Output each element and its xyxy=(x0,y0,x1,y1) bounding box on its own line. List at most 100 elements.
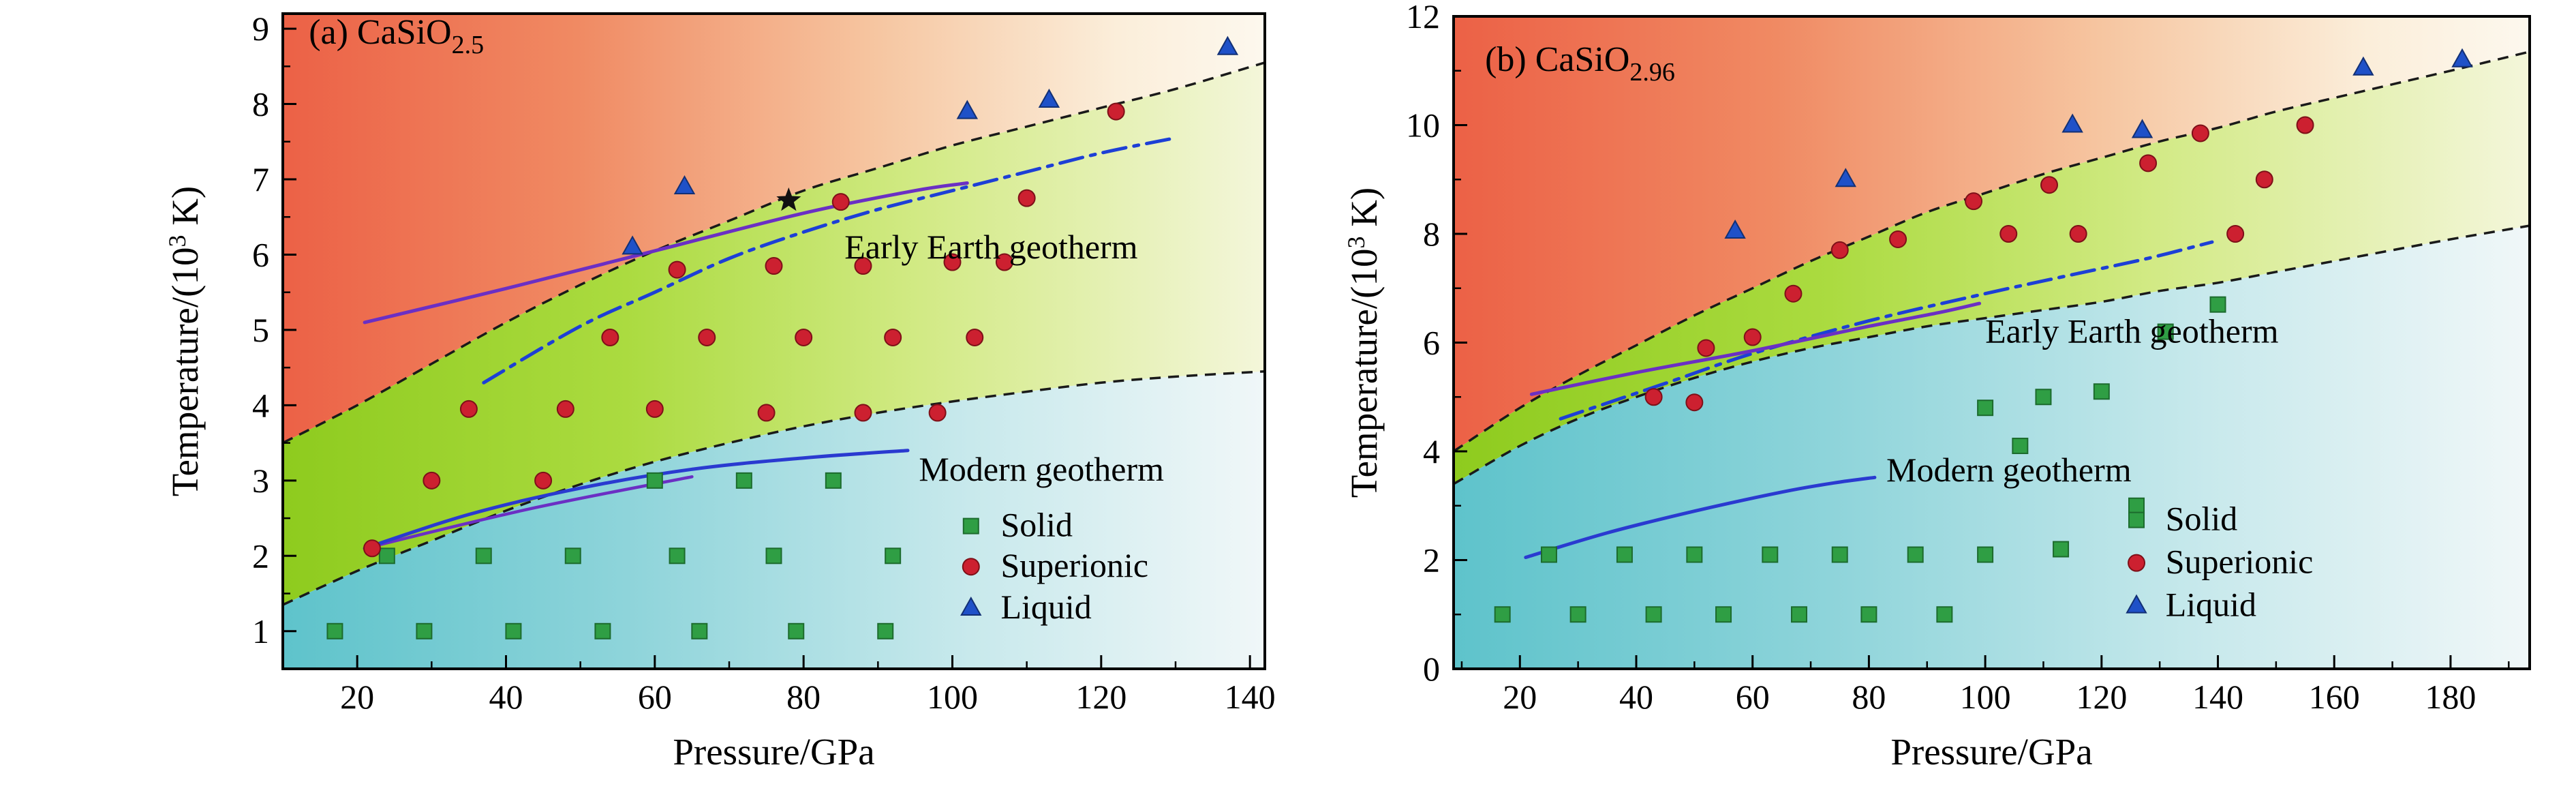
modern-geotherm-label: Modern geotherm xyxy=(1886,451,2132,489)
purple-upper-line xyxy=(363,181,969,325)
y-tick-label: 10 xyxy=(1406,106,1440,145)
marker-solid xyxy=(2053,541,2070,558)
purple-upper-line xyxy=(1529,301,1982,396)
solid-region xyxy=(1454,226,2530,669)
marker-solid xyxy=(825,472,842,489)
legend-label: Liquid xyxy=(2166,586,2256,624)
marker-liquid xyxy=(2061,113,2083,133)
marker-solid xyxy=(475,547,492,565)
marker-solid xyxy=(691,622,708,640)
x-tick-label: 160 xyxy=(2309,678,2360,716)
y-tick-label: 7 xyxy=(252,160,269,198)
legend-marker-solid xyxy=(2128,511,2145,528)
x-tick-label: 120 xyxy=(2076,678,2127,716)
marker-superionic xyxy=(995,253,1013,271)
marker-solid xyxy=(669,547,686,565)
marker-superionic xyxy=(854,257,872,275)
legend-marker-superionic xyxy=(2128,554,2146,572)
marker-liquid xyxy=(956,100,979,119)
marker-superionic xyxy=(831,193,850,211)
marker-liquid xyxy=(1216,35,1239,55)
marker-superionic xyxy=(1644,388,1663,406)
y-tick-label: 2 xyxy=(252,537,269,575)
marker-superionic xyxy=(1965,192,1983,211)
marker-solid xyxy=(2157,323,2174,340)
series-superionic xyxy=(1644,116,2314,412)
y-axis-title: Temperature/(103 K) xyxy=(1343,187,1385,498)
modern-geotherm-line xyxy=(1524,475,1877,559)
y-tick-label: 5 xyxy=(252,311,269,349)
marker-solid xyxy=(788,622,805,640)
y-tick-label: 4 xyxy=(1423,432,1440,470)
modern-geotherm-label: Modern geotherm xyxy=(919,450,1164,488)
marker-liquid xyxy=(2451,48,2473,67)
marker-superionic xyxy=(2255,170,2273,189)
marker-liquid xyxy=(2352,56,2374,76)
marker-superionic xyxy=(1889,230,1907,248)
marker-solid xyxy=(1790,606,1807,623)
marker-superionic xyxy=(2139,154,2158,172)
marker-superionic xyxy=(668,260,686,279)
liquid-region xyxy=(1454,16,2530,451)
marker-solid xyxy=(1831,546,1848,563)
marker-solid xyxy=(2128,497,2145,514)
marker-liquid xyxy=(673,175,696,195)
series-solid xyxy=(1494,296,2226,623)
y-tick-label: 9 xyxy=(252,10,269,48)
marker-solid xyxy=(1645,606,1662,623)
marker-superionic xyxy=(1743,328,1762,346)
marker-superionic xyxy=(1830,241,1849,259)
marker-solid xyxy=(1977,400,1994,417)
marker-superionic xyxy=(765,257,783,275)
plot-frame xyxy=(281,12,1266,670)
marker-superionic xyxy=(928,404,947,422)
x-tick-label: 80 xyxy=(786,678,821,716)
marker-solid xyxy=(1715,606,1732,623)
marker-superionic xyxy=(2069,225,2087,243)
legend-marker-liquid xyxy=(2126,594,2147,614)
x-tick-label: 80 xyxy=(1852,678,1886,716)
early-earth-geotherm-line xyxy=(1559,240,2214,421)
modern-geotherm-line xyxy=(363,449,910,550)
panel-b: 20 40 60 80 100 120 140 160 180 0 2 4 6 8 10 12 Pressure… xyxy=(1343,0,2531,772)
marker-superionic xyxy=(363,539,381,558)
marker-superionic xyxy=(1697,339,1715,357)
marker-solid xyxy=(1686,546,1703,563)
marker-superionic xyxy=(854,404,872,422)
y-tick-label: 12 xyxy=(1406,0,1440,35)
marker-superionic xyxy=(943,253,962,271)
marker-solid xyxy=(2012,438,2029,455)
marker-solid xyxy=(1762,546,1779,563)
marker-superionic xyxy=(534,471,553,490)
marker-superionic xyxy=(757,404,776,422)
x-tick-label: 100 xyxy=(1960,678,2011,716)
early-earth-geotherm-label: Early Earth geotherm xyxy=(1985,312,2278,350)
marker-solid xyxy=(2035,389,2052,406)
star-marker xyxy=(776,187,801,211)
marker-superionic xyxy=(1685,393,1704,412)
legend-label: Solid xyxy=(2166,500,2238,538)
x-tick-label: 100 xyxy=(927,678,978,716)
y-tick-label: 8 xyxy=(252,85,269,123)
x-tick-label: 20 xyxy=(340,678,374,716)
marker-solid xyxy=(1936,606,1953,623)
x-tick-label: 140 xyxy=(2192,678,2243,716)
marker-superionic xyxy=(795,328,813,346)
legend-marker-liquid xyxy=(960,596,982,616)
marker-superionic xyxy=(1999,225,2018,243)
x-tick-label: 60 xyxy=(1736,678,1770,716)
marker-solid xyxy=(564,547,581,565)
early-earth-geotherm-line xyxy=(482,136,1178,385)
marker-solid xyxy=(1540,546,1557,563)
legend-label: Superionic xyxy=(2166,543,2314,581)
x-tick-label: 60 xyxy=(638,678,672,716)
liquid-region xyxy=(283,14,1265,443)
x-axis-title: Pressure/GPa xyxy=(673,731,874,772)
early-earth-geotherm-label: Early Earth geotherm xyxy=(844,228,1137,266)
panel-label: (b) CaSiO2.96 xyxy=(1485,40,1675,87)
y-tick-label: 8 xyxy=(1423,215,1440,253)
marker-superionic xyxy=(423,471,441,490)
